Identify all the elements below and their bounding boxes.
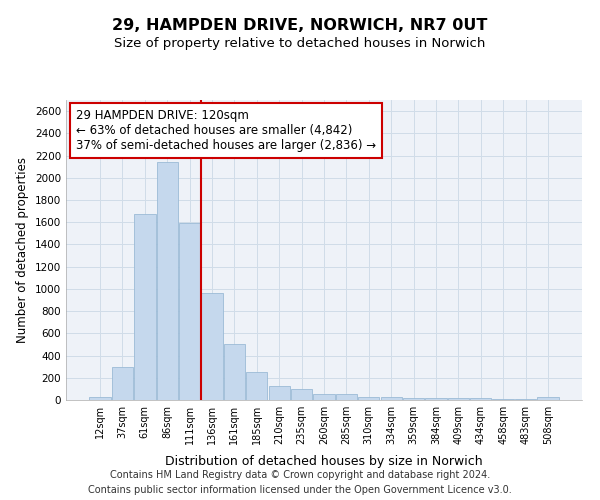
Y-axis label: Number of detached properties: Number of detached properties xyxy=(16,157,29,343)
Bar xyxy=(202,294,223,400)
Text: Contains HM Land Registry data © Crown copyright and database right 2024.: Contains HM Land Registry data © Crown c… xyxy=(110,470,490,480)
X-axis label: Distribution of detached houses by size in Norwich: Distribution of detached houses by size … xyxy=(165,456,483,468)
Bar xyxy=(157,162,178,400)
Text: 29 HAMPDEN DRIVE: 120sqm
← 63% of detached houses are smaller (4,842)
37% of sem: 29 HAMPDEN DRIVE: 120sqm ← 63% of detach… xyxy=(76,109,376,152)
Bar xyxy=(179,223,200,400)
Bar xyxy=(537,397,559,400)
Bar xyxy=(269,386,290,400)
Bar xyxy=(448,398,469,400)
Bar xyxy=(380,396,402,400)
Bar xyxy=(112,367,133,400)
Bar xyxy=(493,399,514,400)
Bar xyxy=(336,394,357,400)
Bar xyxy=(358,396,379,400)
Bar xyxy=(224,344,245,400)
Text: Size of property relative to detached houses in Norwich: Size of property relative to detached ho… xyxy=(115,38,485,51)
Text: Contains public sector information licensed under the Open Government Licence v3: Contains public sector information licen… xyxy=(88,485,512,495)
Bar xyxy=(134,214,155,400)
Bar xyxy=(89,397,111,400)
Bar xyxy=(313,394,335,400)
Bar xyxy=(470,398,491,400)
Bar xyxy=(291,389,312,400)
Text: 29, HAMPDEN DRIVE, NORWICH, NR7 0UT: 29, HAMPDEN DRIVE, NORWICH, NR7 0UT xyxy=(112,18,488,32)
Bar xyxy=(246,372,268,400)
Bar xyxy=(403,398,424,400)
Bar xyxy=(425,398,446,400)
